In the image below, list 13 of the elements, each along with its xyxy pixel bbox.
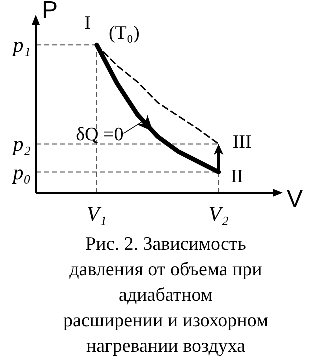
annotation: δQ =0 bbox=[76, 124, 124, 146]
annotation: I bbox=[84, 13, 91, 34]
text: Рис. 2. Зависимость давления от объема при адиабатном расширении и изохорном нагревании воздуха bbox=[64, 234, 268, 357]
annotation: II bbox=[230, 166, 244, 188]
annotation: (T₀) bbox=[108, 23, 140, 44]
x-axis-title: V bbox=[287, 186, 304, 213]
annotation: III bbox=[232, 132, 252, 154]
y-axis-title: P bbox=[42, 0, 58, 24]
x-tick-label: V₂ bbox=[208, 202, 229, 226]
ref-line-label: p₀ bbox=[11, 160, 31, 184]
ref-line-label: p₂ bbox=[11, 132, 31, 156]
ref-line-label: p₁ bbox=[11, 33, 31, 58]
x-tick-label: V₁ bbox=[86, 202, 108, 226]
